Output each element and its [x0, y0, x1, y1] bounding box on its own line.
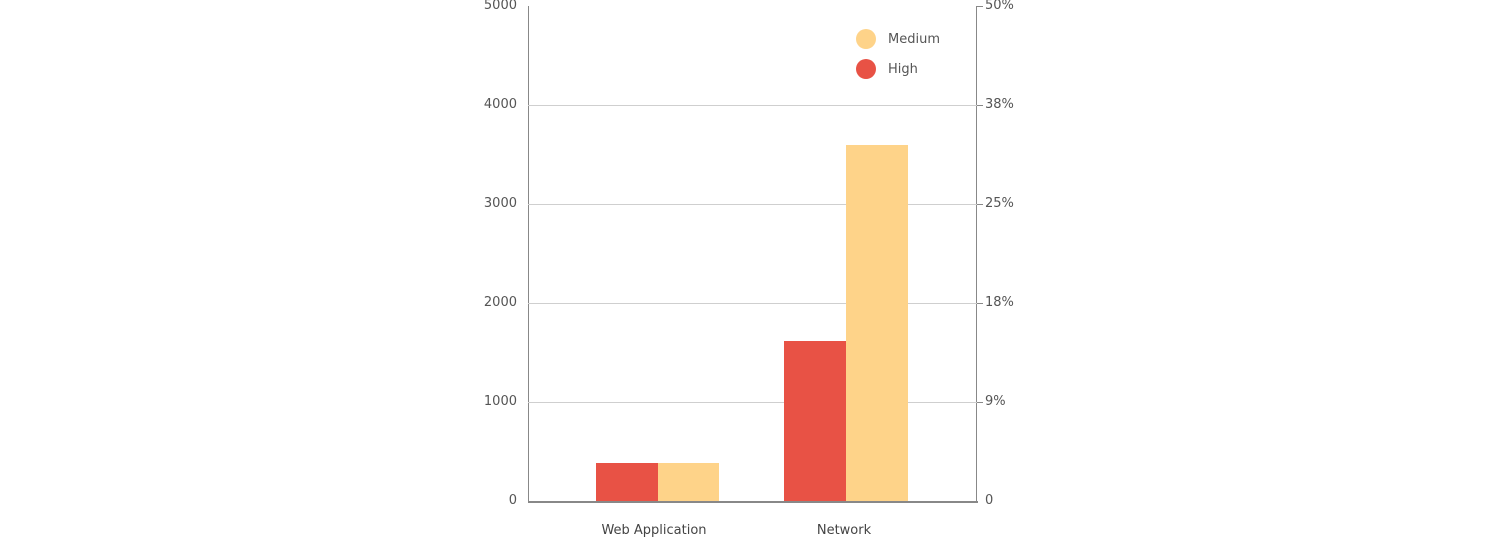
legend-label-high: High [888, 61, 918, 77]
legend-item-medium[interactable]: Medium [856, 29, 940, 49]
left-axis-label: 2000 [483, 295, 517, 310]
legend-dot-medium-icon [856, 29, 876, 49]
right-tick [977, 6, 983, 7]
gridline-3000 [528, 204, 978, 205]
right-axis-label: 38% [985, 97, 1014, 112]
right-axis-label: 0 [985, 493, 994, 508]
right-tick [977, 303, 983, 304]
right-tick [977, 204, 983, 205]
left-axis-label: 5000 [483, 0, 517, 13]
left-axis-label: 3000 [483, 196, 517, 211]
x-axis-line [528, 501, 978, 503]
gridline-2000 [528, 303, 978, 304]
bar-network-high [784, 341, 846, 502]
right-axis-label: 50% [985, 0, 1014, 13]
bar-network-medium [846, 145, 908, 502]
right-axis-label: 25% [985, 196, 1014, 211]
gridline-4000 [528, 105, 978, 106]
right-axis-label: 9% [985, 394, 1006, 409]
x-axis-label-network: Network [816, 523, 872, 538]
legend-label-medium: Medium [888, 31, 940, 47]
right-tick [977, 402, 983, 403]
x-axis-label-web-application: Web Application [601, 523, 707, 538]
right-axis-label: 18% [985, 295, 1014, 310]
left-axis-label: 1000 [483, 394, 517, 409]
left-axis-label: 0 [508, 493, 517, 508]
legend-dot-high-icon [856, 59, 876, 79]
right-tick [977, 105, 983, 106]
left-axis-label: 4000 [483, 97, 517, 112]
gridline-1000 [528, 402, 978, 403]
plot-area [528, 6, 977, 502]
legend-item-high[interactable]: High [856, 59, 918, 79]
bar-web-application-high [596, 463, 658, 502]
bar-web-application-medium [658, 463, 719, 502]
